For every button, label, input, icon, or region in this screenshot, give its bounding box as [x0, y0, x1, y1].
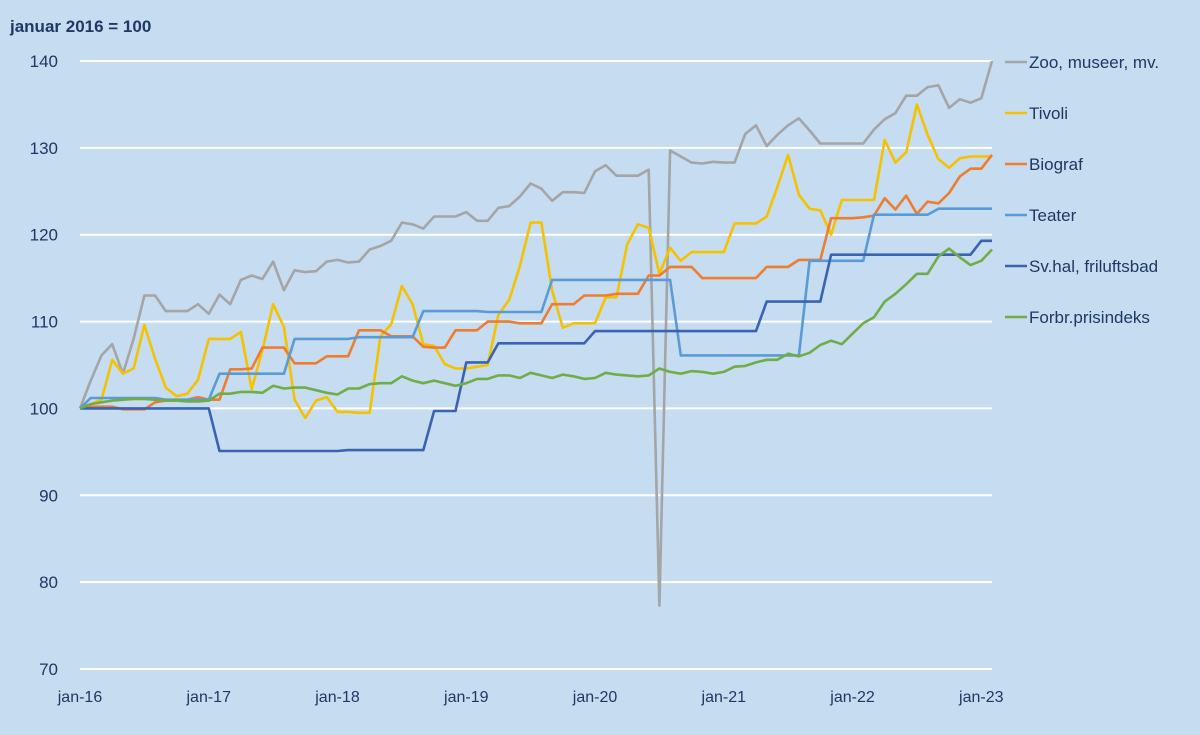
- series-line-tivoli: [79, 103, 992, 420]
- x-axis-ticks: jan-16 jan-17 jan-18 jan-19 jan-20 jan-21 jan-…: [57, 689, 1004, 706]
- x-tick-label: jan-21: [701, 689, 747, 706]
- x-tick-label: jan-19: [443, 689, 489, 706]
- y-tick-label: 110: [31, 313, 58, 332]
- legend-label: Zoo, museer, mv.: [1029, 53, 1159, 72]
- legend: Zoo, museer, mv. Tivoli Biograf Teater Sv.ha…: [1005, 53, 1159, 327]
- y-tick-label: 130: [30, 139, 58, 158]
- y-tick-label: 70: [39, 660, 58, 679]
- series-lines: [78, 60, 994, 607]
- grid-lines: [80, 60, 992, 670]
- x-tick-label: jan-20: [572, 689, 618, 706]
- series-line-teater: [79, 207, 992, 410]
- y-tick-label: 100: [30, 399, 58, 418]
- y-tick-label: 90: [39, 486, 58, 505]
- y-tick-label: 120: [30, 226, 58, 245]
- x-tick-label: jan-23: [958, 689, 1004, 706]
- series-line-biograf: [79, 154, 994, 411]
- y-tick-label: 140: [30, 52, 58, 71]
- y-tick-label: 80: [39, 573, 58, 592]
- y-axis-ticks: 70 80 90 100 110 120 130 140: [30, 52, 58, 679]
- legend-label: Sv.hal, friluftsbad: [1029, 257, 1158, 276]
- legend-label: Teater: [1029, 206, 1077, 225]
- series-line-zoo-museer-mv: [78, 60, 994, 607]
- y-axis-title: januar 2016 = 100: [9, 17, 151, 36]
- series-line-forbr-prisindeks: [79, 247, 993, 410]
- x-tick-label: jan-22: [829, 689, 875, 706]
- legend-label: Biograf: [1029, 155, 1083, 174]
- x-tick-label: jan-18: [314, 689, 360, 706]
- legend-label: Tivoli: [1029, 104, 1068, 123]
- x-tick-label: jan-16: [57, 689, 103, 706]
- series-line-sv-hal-friluftsbad: [80, 239, 992, 453]
- x-tick-label: jan-17: [186, 689, 232, 706]
- legend-label: Forbr.prisindeks: [1029, 308, 1150, 327]
